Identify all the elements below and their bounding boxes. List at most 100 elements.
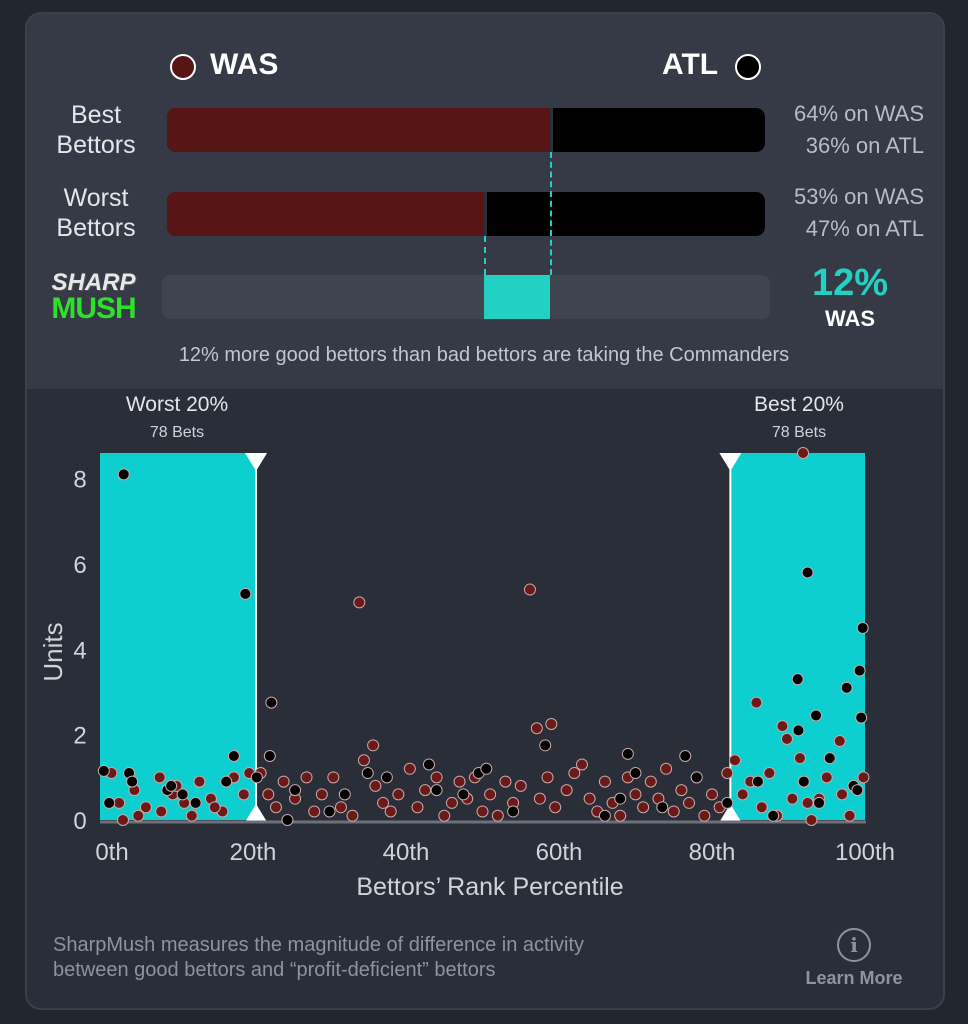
data-point-was xyxy=(367,739,380,752)
data-point-was xyxy=(208,801,221,814)
worst-bettors-label: Worst Bettors xyxy=(36,183,156,243)
data-point-was xyxy=(763,767,776,780)
data-point-atl xyxy=(265,696,278,709)
data-point-was xyxy=(560,784,573,797)
percentile-band xyxy=(100,453,257,820)
band-handle-bottom xyxy=(719,804,742,822)
y-tick-label: 2 xyxy=(73,723,86,750)
data-point-was xyxy=(644,775,657,788)
best-bettors-bar xyxy=(167,108,765,152)
x-tick-label: 100th xyxy=(835,839,895,866)
data-point-was xyxy=(514,779,527,792)
data-point-was xyxy=(269,801,282,814)
data-point-atl xyxy=(103,796,116,809)
data-point-atl xyxy=(176,788,189,801)
band-title: Worst 20% xyxy=(126,393,228,416)
was-pct-text: 53% on WAS xyxy=(793,184,924,209)
data-point-was xyxy=(139,801,152,814)
learn-more-button[interactable]: i Learn More xyxy=(800,928,908,989)
data-point-was xyxy=(430,771,443,784)
data-point-atl xyxy=(851,784,864,797)
data-point-was xyxy=(185,809,198,822)
footer-description: SharpMush measures the magnitude of diff… xyxy=(53,933,773,983)
data-point-atl xyxy=(791,673,804,686)
data-point-was xyxy=(820,771,833,784)
x-tick-label: 40th xyxy=(383,839,430,866)
data-point-was xyxy=(533,792,546,805)
data-point-was xyxy=(776,720,789,733)
data-point-was xyxy=(568,767,581,780)
worst-bettors-bar xyxy=(167,192,765,236)
label-line: Worst xyxy=(63,184,129,212)
data-point-atl xyxy=(189,796,202,809)
team-right-label: ATL xyxy=(662,48,719,81)
data-point-was xyxy=(334,801,347,814)
data-point-was xyxy=(193,775,206,788)
data-point-atl xyxy=(598,809,611,822)
data-point-was xyxy=(706,788,718,801)
y-tick-label: 0 xyxy=(73,808,86,835)
x-tick-label: 80th xyxy=(689,839,736,866)
label-line: Bettors xyxy=(56,131,136,159)
x-tick-label: 60th xyxy=(536,839,583,866)
atl-color-dot xyxy=(735,54,761,80)
data-point-was xyxy=(153,771,166,784)
data-point-was xyxy=(637,801,650,814)
data-point-atl xyxy=(239,587,252,600)
data-point-was xyxy=(549,801,562,814)
data-point-atl xyxy=(629,767,642,780)
data-point-atl xyxy=(220,775,233,788)
y-tick-label: 6 xyxy=(73,552,86,579)
data-point-atl xyxy=(690,771,703,784)
footer-line: SharpMush measures the magnitude of diff… xyxy=(53,934,585,956)
data-point-was xyxy=(833,735,846,748)
x-axis-label: Bettors’ Rank Percentile xyxy=(356,873,623,901)
data-point-was xyxy=(750,696,763,709)
team-left-label: WAS xyxy=(210,48,279,81)
data-point-was xyxy=(583,792,596,805)
data-point-was xyxy=(308,805,321,818)
data-point-was xyxy=(667,805,680,818)
data-point-atl xyxy=(165,779,178,792)
best-marker-line xyxy=(549,152,552,275)
data-point-was xyxy=(793,752,806,765)
data-point-was xyxy=(377,796,390,809)
atl-pct-text: 47% on ATL xyxy=(805,216,924,241)
band-handle-top xyxy=(719,453,742,471)
band-title: Best 20% xyxy=(754,393,844,416)
data-point-atl xyxy=(480,762,493,775)
data-point-was xyxy=(801,796,814,809)
data-point-was xyxy=(155,805,168,818)
data-point-was xyxy=(786,792,799,805)
data-point-atl xyxy=(539,739,552,752)
data-point-was xyxy=(683,796,696,809)
data-point-was xyxy=(327,771,340,784)
data-point-atl xyxy=(380,771,393,784)
footer-line: between good bettors and “profit-deficie… xyxy=(53,959,496,981)
data-point-was xyxy=(132,809,145,822)
info-icon: i xyxy=(837,928,871,962)
data-point-atl xyxy=(263,749,276,762)
data-point-was xyxy=(262,788,275,801)
data-point-atl xyxy=(323,805,336,818)
data-point-was xyxy=(237,788,250,801)
data-point-atl xyxy=(621,747,634,760)
data-point-atl xyxy=(227,749,240,762)
data-point-atl xyxy=(840,681,853,694)
data-point-atl xyxy=(338,788,351,801)
atl-pct-text: 36% on ATL xyxy=(805,133,924,158)
data-point-atl xyxy=(797,775,810,788)
logo-line2: MUSH xyxy=(51,292,136,325)
sharpmush-diff-bar xyxy=(483,275,550,319)
data-point-was xyxy=(499,775,512,788)
band-handle-top xyxy=(245,453,268,471)
data-point-was xyxy=(755,801,768,814)
data-point-was xyxy=(484,788,497,801)
data-point-was xyxy=(797,447,810,459)
data-point-was xyxy=(698,809,711,822)
best-bettors-label: Best Bettors xyxy=(36,100,156,160)
percentile-band xyxy=(730,453,865,820)
data-point-was xyxy=(805,814,818,826)
data-point-was xyxy=(675,784,688,797)
